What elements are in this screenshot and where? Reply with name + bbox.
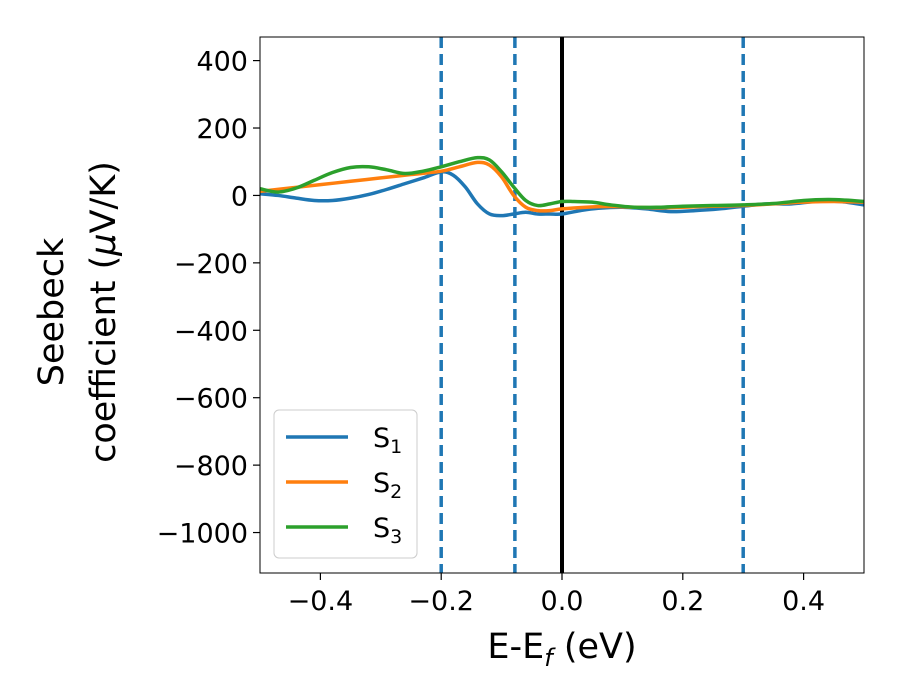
- y-axis-title: Seebeck coefficient (μV/K): [32, 161, 124, 463]
- x-tick-label: 0.4: [782, 586, 825, 617]
- legend: S1 S2 S3: [273, 409, 418, 559]
- svg-text:Seebeck: Seebeck: [32, 237, 72, 386]
- svg-text:coefficient (μV/K): coefficient (μV/K): [84, 161, 124, 463]
- y-tick-label: −400: [174, 316, 248, 347]
- legend-label-s3: S3: [373, 513, 402, 548]
- legend-box: [273, 409, 418, 559]
- legend-label-s1: S1: [373, 423, 402, 458]
- y-tick-label: 0: [231, 181, 248, 212]
- series-line-s3: [260, 155, 864, 210]
- y-tick-label: 400: [196, 47, 248, 78]
- x-tick-label: −0.4: [288, 586, 354, 617]
- legend-label-s2: S2: [373, 468, 402, 503]
- x-tick-label: 0.2: [661, 586, 704, 617]
- y-tick-label: −200: [174, 249, 248, 280]
- series-lines: [260, 155, 864, 218]
- x-axis-ticks: −0.4 −0.2 0.0 0.2 0.4: [288, 573, 825, 617]
- x-tick-label: −0.2: [408, 586, 474, 617]
- y-tick-label: 200: [196, 114, 248, 145]
- y-tick-label: −1000: [157, 519, 248, 550]
- y-tick-label: −800: [174, 451, 248, 482]
- x-tick-label: 0.0: [541, 586, 584, 617]
- y-tick-label: −600: [174, 384, 248, 415]
- vertical-lines: [439, 37, 745, 573]
- y-axis-ticks: 400 200 0 −200 −400 −600 −800 −1000: [157, 47, 260, 550]
- x-axis-title: E-Ef (eV): [487, 627, 636, 672]
